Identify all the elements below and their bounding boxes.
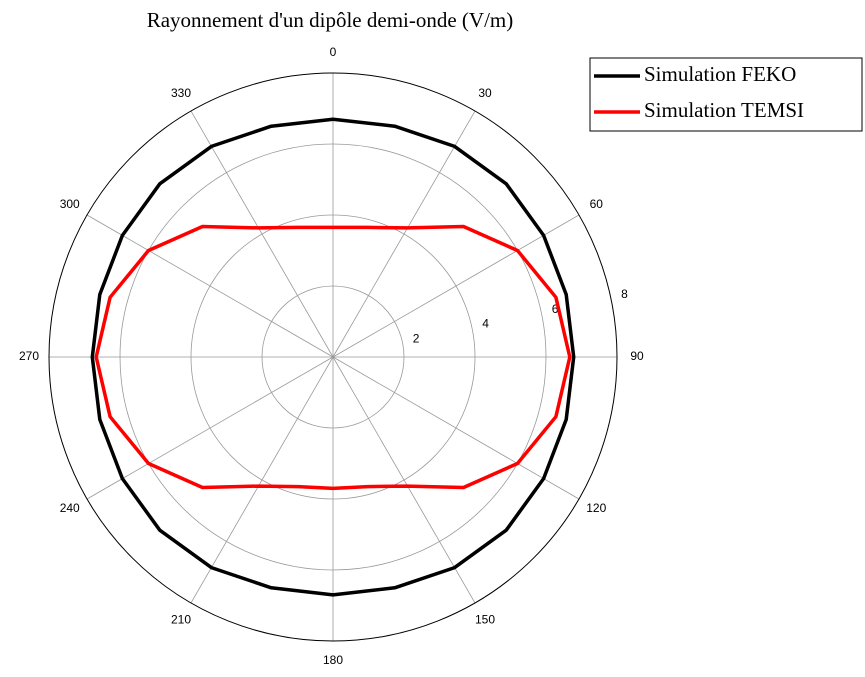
angle-label: 330 [171,86,191,100]
angle-label: 30 [478,86,492,100]
series-line [94,224,572,491]
angle-label: 300 [60,197,80,211]
angle-label: 270 [19,349,39,363]
chart-title: Rayonnement d'un dipôle demi-onde (V/m) [147,8,514,32]
grid-circle [48,72,618,642]
angle-label: 120 [586,501,606,515]
angle-label: 60 [590,197,604,211]
angle-label: 180 [323,653,343,667]
angle-label: 0 [330,45,337,59]
grid-circle [119,143,547,571]
legend-label: Simulation TEMSI [644,98,804,122]
angle-label: 90 [630,349,644,363]
grid-circle [261,285,405,429]
r-tick-label: 6 [552,302,559,316]
angle-label: 150 [475,612,495,626]
angle-label: 210 [171,612,191,626]
series-line [90,117,576,597]
r-tick-label: 8 [621,287,628,301]
legend-box [589,57,863,132]
legend-label: Simulation FEKO [644,62,796,86]
angle-label: 240 [60,501,80,515]
r-tick-label: 2 [413,331,420,345]
r-tick-label: 4 [482,317,489,331]
grid-circle [190,214,476,500]
